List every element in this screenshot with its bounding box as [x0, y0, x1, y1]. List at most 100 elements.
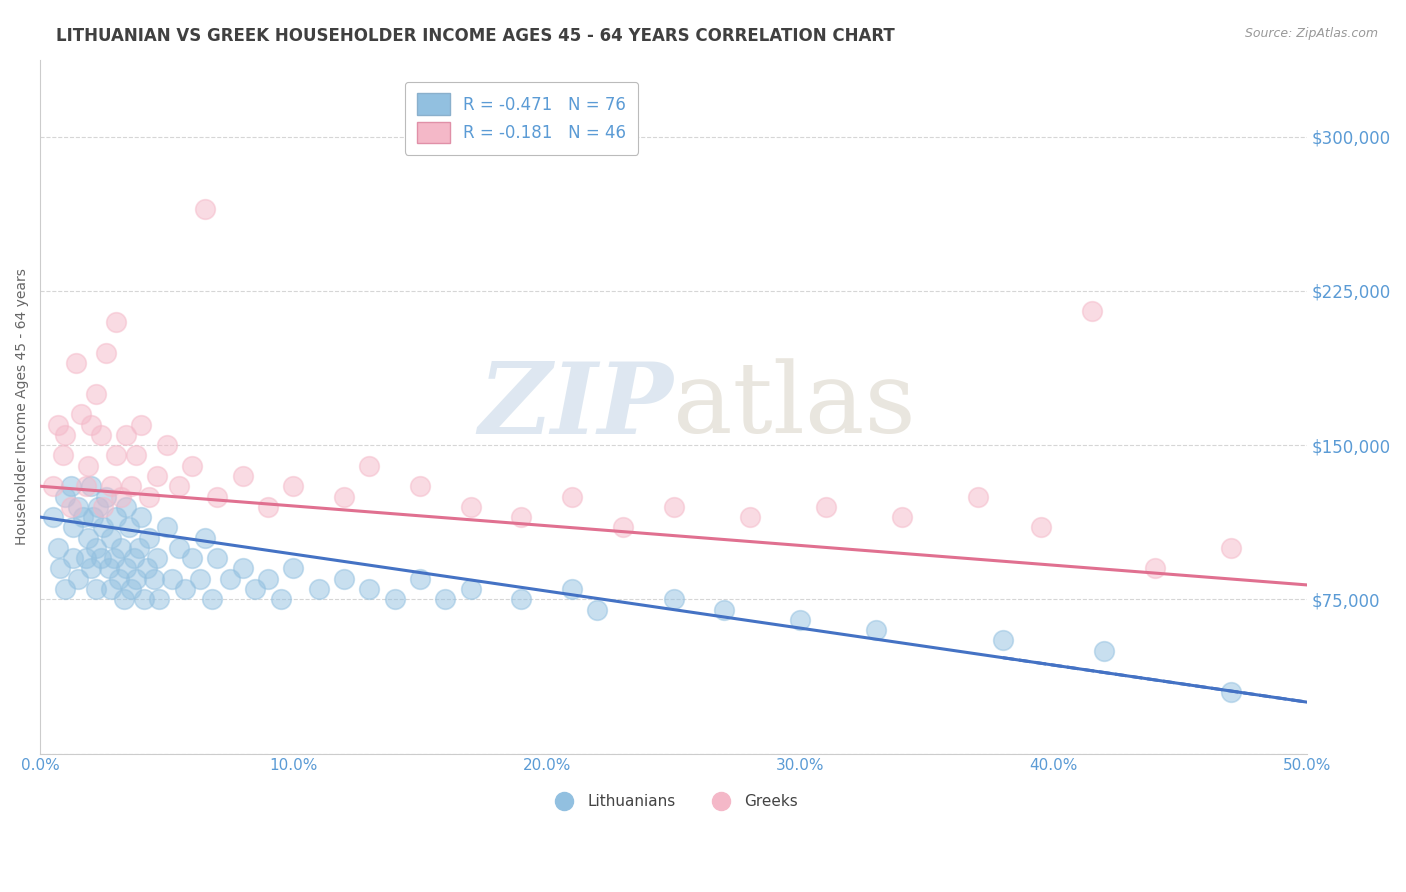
Point — [52, 449, 75, 463]
Point — [135, 561, 157, 575]
Point — [94, 345, 117, 359]
Point — [991, 633, 1014, 648]
Point — [359, 458, 381, 473]
Point — [49, 561, 72, 575]
Point — [125, 449, 148, 463]
Point — [110, 541, 132, 555]
Point — [42, 510, 65, 524]
Point — [67, 500, 90, 514]
Text: ZIP: ZIP — [478, 359, 673, 455]
Point — [207, 490, 229, 504]
Point — [232, 469, 254, 483]
Point — [434, 592, 457, 607]
Point — [75, 551, 97, 566]
Point — [131, 417, 153, 432]
Point — [46, 417, 69, 432]
Point — [188, 572, 211, 586]
Legend: Lithuanians, Greeks: Lithuanians, Greeks — [543, 788, 804, 815]
Point — [333, 572, 356, 586]
Point — [181, 458, 204, 473]
Point — [82, 510, 104, 524]
Point — [55, 582, 77, 596]
Point — [107, 572, 129, 586]
Point — [308, 582, 330, 596]
Point — [257, 572, 280, 586]
Point — [75, 479, 97, 493]
Point — [84, 386, 107, 401]
Point — [138, 531, 160, 545]
Point — [789, 613, 811, 627]
Point — [59, 479, 82, 493]
Point — [100, 531, 122, 545]
Point — [257, 500, 280, 514]
Point — [156, 520, 179, 534]
Point — [145, 551, 167, 566]
Point — [219, 572, 242, 586]
Point — [561, 582, 583, 596]
Point — [207, 551, 229, 566]
Point — [283, 479, 305, 493]
Point — [77, 531, 100, 545]
Point — [110, 490, 132, 504]
Point — [169, 479, 191, 493]
Point — [65, 356, 87, 370]
Point — [460, 500, 482, 514]
Point — [333, 490, 356, 504]
Point — [662, 592, 685, 607]
Point — [173, 582, 195, 596]
Point — [100, 582, 122, 596]
Point — [84, 541, 107, 555]
Point — [713, 602, 735, 616]
Point — [409, 572, 432, 586]
Point — [77, 458, 100, 473]
Point — [232, 561, 254, 575]
Point — [138, 490, 160, 504]
Point — [738, 510, 761, 524]
Point — [118, 520, 141, 534]
Point — [1092, 643, 1115, 657]
Point — [359, 582, 381, 596]
Point — [143, 572, 166, 586]
Point — [115, 500, 138, 514]
Point — [115, 561, 138, 575]
Point — [181, 551, 204, 566]
Point — [62, 551, 84, 566]
Y-axis label: Householder Income Ages 45 - 64 years: Householder Income Ages 45 - 64 years — [15, 268, 30, 545]
Point — [80, 561, 103, 575]
Point — [46, 541, 69, 555]
Point — [160, 572, 183, 586]
Point — [94, 490, 117, 504]
Point — [93, 520, 115, 534]
Point — [270, 592, 292, 607]
Point — [409, 479, 432, 493]
Point — [510, 510, 533, 524]
Point — [100, 479, 122, 493]
Text: atlas: atlas — [673, 359, 917, 454]
Point — [132, 592, 155, 607]
Point — [510, 592, 533, 607]
Point — [80, 479, 103, 493]
Point — [105, 510, 128, 524]
Point — [67, 572, 90, 586]
Point — [1219, 685, 1241, 699]
Point — [169, 541, 191, 555]
Point — [245, 582, 267, 596]
Point — [97, 561, 120, 575]
Point — [55, 427, 77, 442]
Point — [1029, 520, 1052, 534]
Point — [122, 551, 145, 566]
Point — [72, 510, 94, 524]
Point — [201, 592, 224, 607]
Point — [194, 202, 217, 216]
Point — [966, 490, 988, 504]
Point — [1143, 561, 1166, 575]
Point — [80, 417, 103, 432]
Point — [283, 561, 305, 575]
Point — [42, 479, 65, 493]
Point — [145, 469, 167, 483]
Point — [586, 602, 609, 616]
Point — [662, 500, 685, 514]
Point — [120, 479, 142, 493]
Point — [865, 623, 887, 637]
Text: LITHUANIAN VS GREEK HOUSEHOLDER INCOME AGES 45 - 64 YEARS CORRELATION CHART: LITHUANIAN VS GREEK HOUSEHOLDER INCOME A… — [56, 27, 896, 45]
